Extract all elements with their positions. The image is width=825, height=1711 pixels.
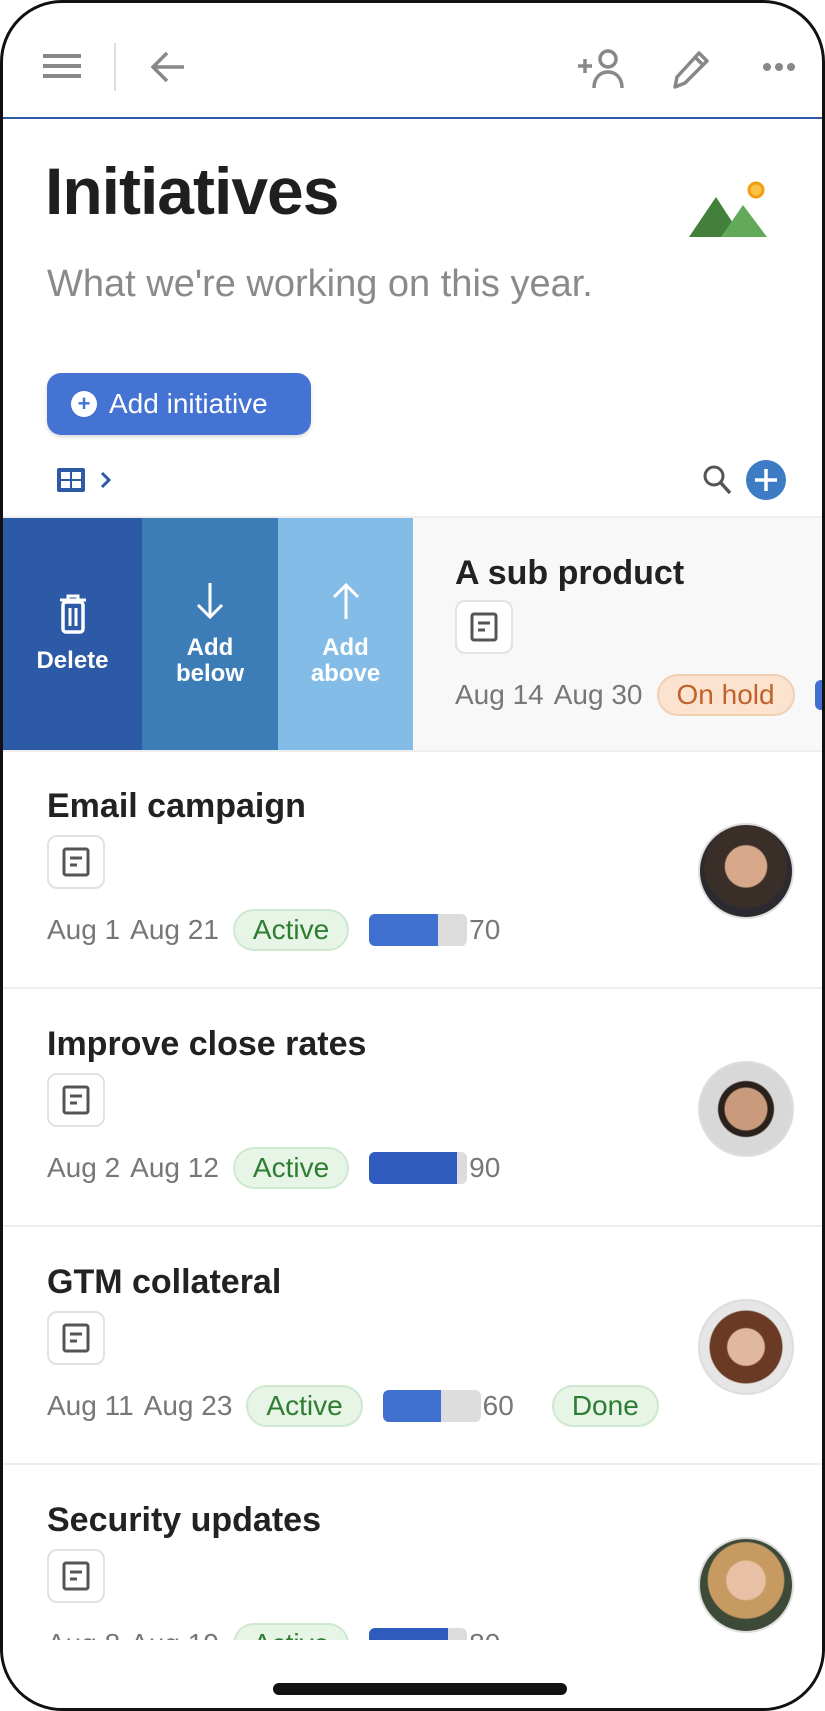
search-icon[interactable] [701,463,733,497]
add-initiative-label: Add initiative [109,388,268,419]
page-title: Initiatives [45,154,339,228]
start-date: Aug 1 [47,914,121,945]
progress-bar [814,680,822,710]
progress-bar [369,914,468,946]
progress-value: 60 [482,1390,514,1421]
delete-label: Delete [36,647,109,674]
progress-bar [382,1390,481,1422]
trash-icon [59,594,86,634]
avatar[interactable] [698,1061,794,1157]
arrow-down-icon [196,583,224,620]
list-item[interactable]: Email campaign Aug 1 Aug 21 Active 70 [3,751,822,989]
status-badge[interactable]: Active [232,909,350,951]
add-above-label: Add above [310,634,381,687]
avatar[interactable] [698,1299,794,1395]
mountain-sun-icon[interactable] [687,175,771,239]
progress-value: 90 [469,1152,501,1183]
scroll-fade [3,1640,822,1708]
document-icon[interactable] [47,1549,105,1603]
delete-action-button[interactable]: Delete [3,518,142,750]
more-icon[interactable] [759,53,799,81]
progress-fill [369,914,438,946]
document-icon[interactable] [47,835,105,889]
chevron-right-icon[interactable] [97,469,113,491]
top-bar [3,3,822,119]
pencil-icon[interactable] [667,45,711,91]
document-icon[interactable] [47,1311,105,1365]
document-icon[interactable] [455,600,513,654]
list-item[interactable]: Improve close rates Aug 2 Aug 12 Active … [3,989,822,1227]
grid-view-icon[interactable] [55,465,87,495]
list-item[interactable]: GTM collateral Aug 11 Aug 23 Active 60 D… [3,1227,822,1465]
status-badge[interactable]: On hold [656,674,795,716]
back-arrow-icon[interactable] [148,47,188,87]
arrow-up-icon [332,582,359,619]
status-badge-done[interactable]: Done [551,1385,659,1427]
page-subtitle: What we're working on this year. [47,263,593,305]
item-title: Email campaign [47,787,306,825]
avatar[interactable] [698,823,794,919]
item-title: GTM collateral [47,1263,282,1301]
start-date: Aug 11 [47,1390,134,1421]
add-person-icon[interactable] [575,45,627,91]
add-below-action-button[interactable]: Add below [142,518,278,750]
progress-fill [369,1152,458,1184]
menu-icon[interactable] [41,47,83,85]
status-badge[interactable]: Active [232,1147,350,1189]
plus-circle-icon: + [71,391,97,417]
document-icon[interactable] [47,1073,105,1127]
start-date: Aug 14 [455,679,544,710]
item-title: Improve close rates [47,1025,367,1063]
swiped-list-item[interactable]: Delete Add below Add above A sub product… [3,516,822,752]
swiped-item-card[interactable]: A sub product Aug 14 Aug 30 On hold [413,518,822,750]
divider [114,43,116,91]
add-above-action-button[interactable]: Add above [278,518,413,750]
progress-fill [382,1390,442,1422]
progress-value: 70 [469,914,501,945]
end-date: Aug 30 [553,679,643,710]
end-date: Aug 12 [130,1152,219,1183]
start-date: Aug 2 [47,1152,121,1183]
progress-bar [369,1152,468,1184]
plus-circle-icon[interactable] [746,460,786,500]
avatar[interactable] [698,1537,794,1633]
add-initiative-button[interactable]: + Add initiative [47,373,311,435]
status-badge[interactable]: Active [246,1385,363,1427]
add-below-label: Add below [175,634,244,687]
home-indicator[interactable] [273,1683,567,1695]
end-date: Aug 23 [143,1390,233,1421]
item-title: A sub product [455,554,685,592]
end-date: Aug 21 [130,914,219,945]
item-title: Security updates [47,1501,321,1539]
